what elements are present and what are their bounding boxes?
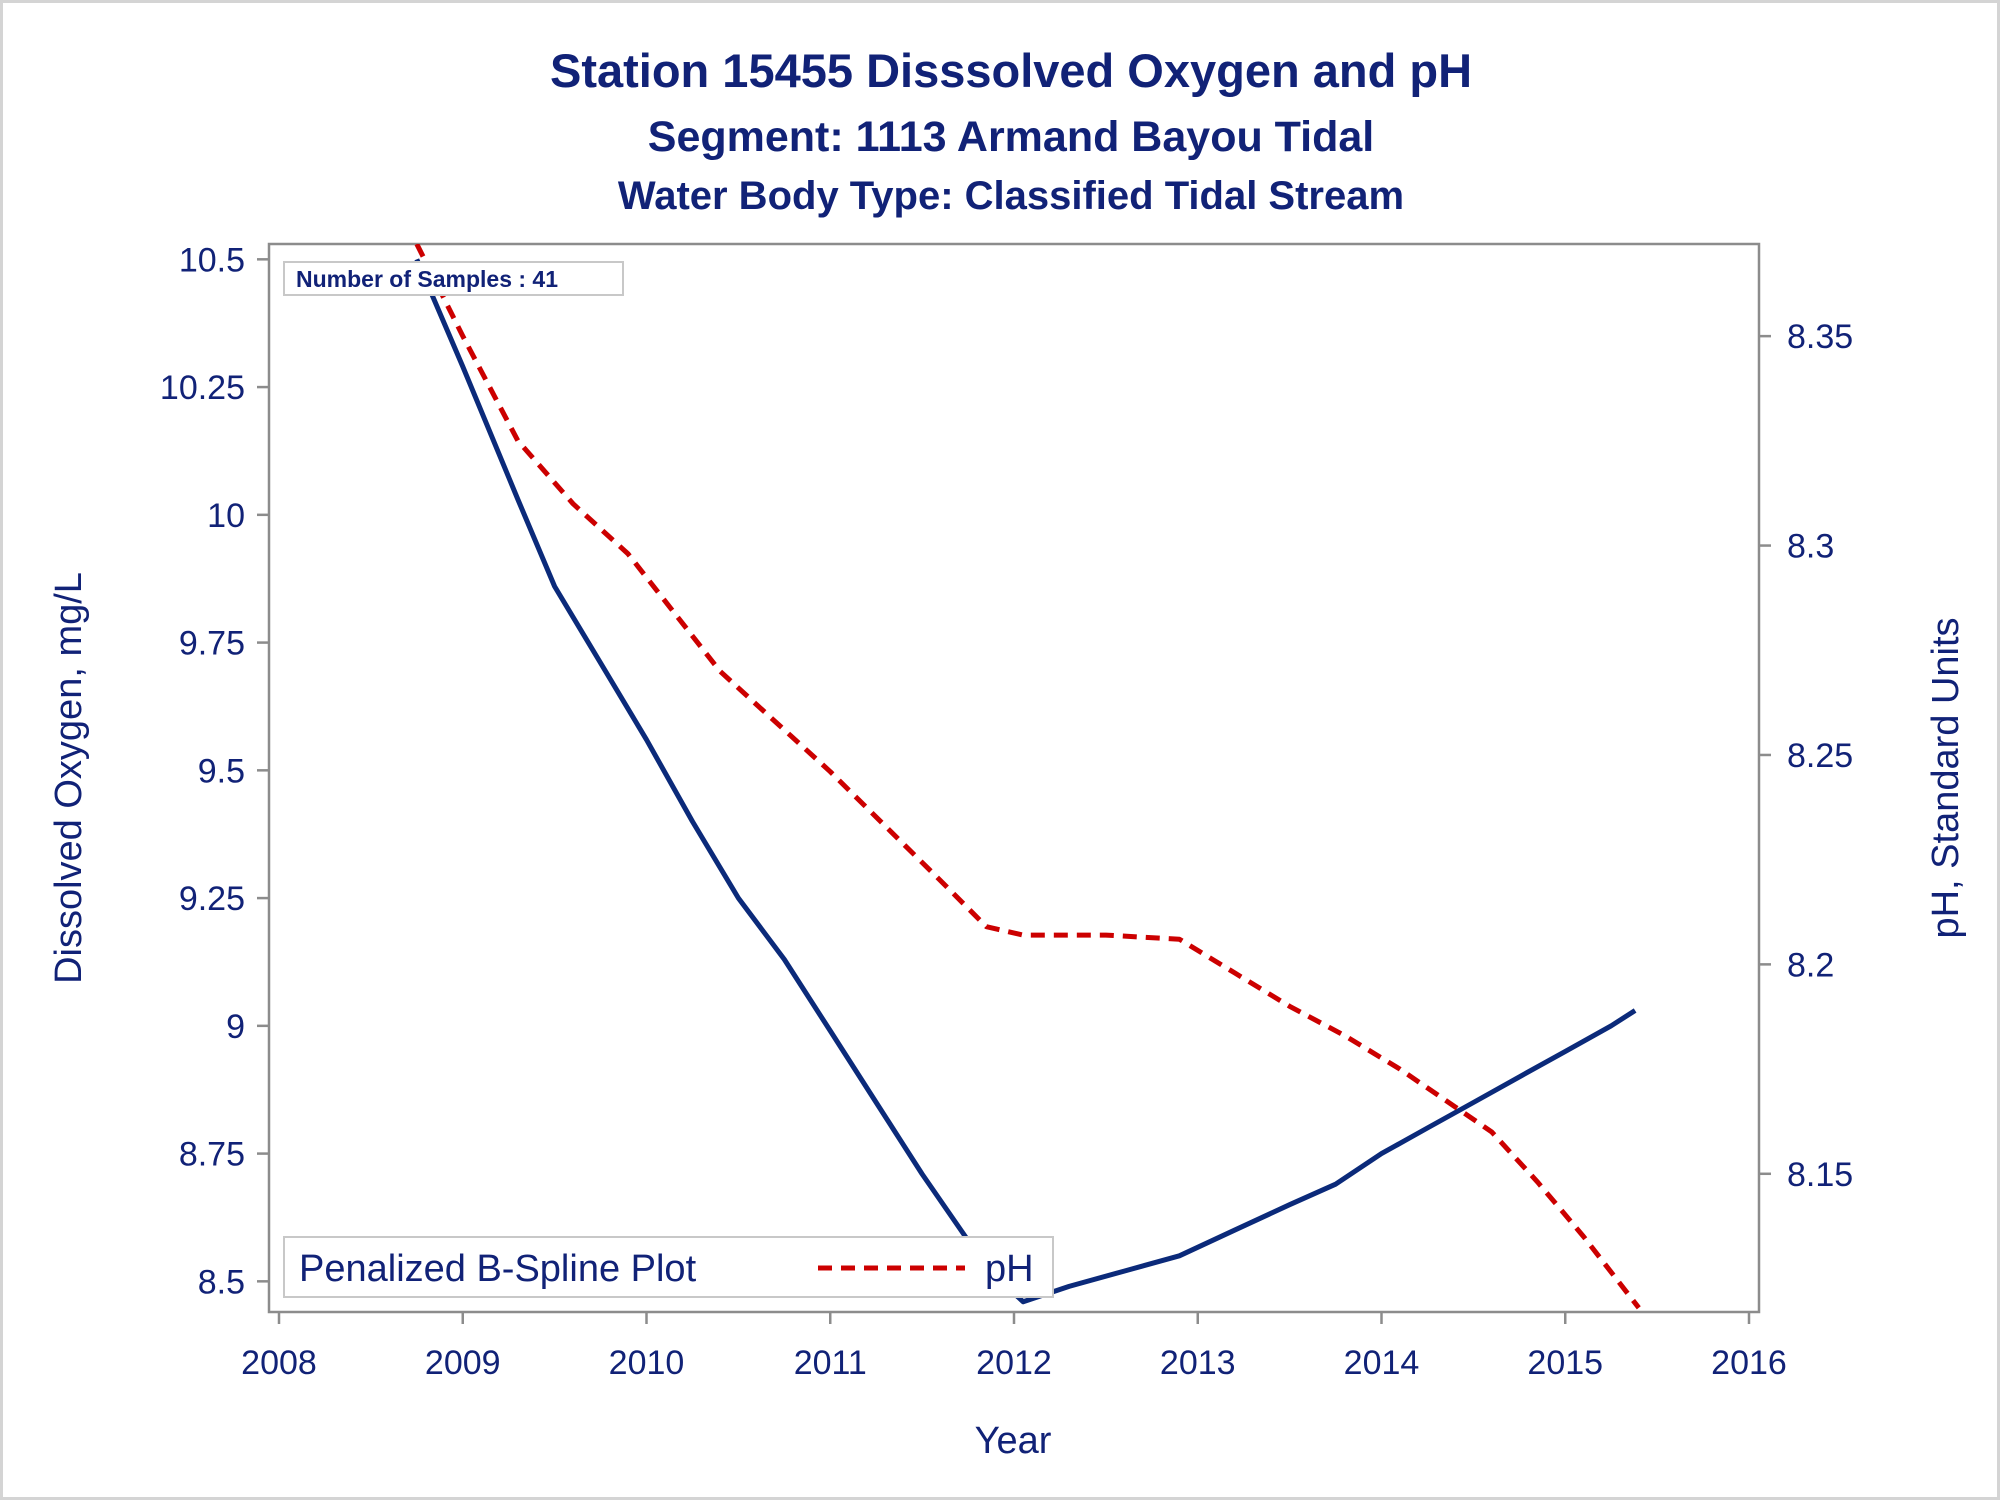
chart-canvas: Station 15455 Disssolved Oxygen and pH S… — [48, 44, 1967, 1462]
y-axis-right-label: pH, Standard Units — [1925, 617, 1967, 938]
x-tick-label: 2015 — [1527, 1344, 1603, 1382]
plot-area-border — [267, 242, 1761, 1314]
y-left-tick-label: 10 — [207, 497, 245, 535]
legend-title: Penalized B-Spline Plot — [299, 1248, 697, 1290]
series-layer — [414, 244, 1641, 1310]
sample-count-box — [283, 261, 624, 296]
y-axis-left: 10.5 10.25 10 9.75 9.5 9.25 9 8.75 8.5 — [160, 241, 269, 1301]
x-tick-label: 2011 — [794, 1344, 867, 1382]
dissolved-oxygen-series-line — [414, 258, 1637, 1305]
legend: Penalized B-Spline Plot pH — [283, 1236, 1054, 1298]
x-axis-label: Year — [975, 1420, 1052, 1462]
legend-box — [283, 1236, 1054, 1298]
x-tick-label: 2012 — [976, 1344, 1052, 1382]
y-right-tick-label: 8.2 — [1787, 946, 1834, 984]
y-left-tick-label: 9.5 — [198, 752, 245, 790]
y-left-tick-label: 9.75 — [179, 625, 245, 663]
legend-ph-label: pH — [985, 1248, 1034, 1290]
y-right-tick-label: 8.3 — [1787, 528, 1834, 566]
x-tick-label: 2014 — [1344, 1344, 1420, 1382]
x-axis: 2008 2009 2010 2011 2012 2013 2014 2015 2016 — [241, 1312, 1787, 1382]
y-left-tick-label: 8.5 — [198, 1263, 245, 1301]
x-tick-label: 2010 — [609, 1344, 685, 1382]
y-left-tick-label: 8.75 — [179, 1136, 245, 1174]
x-tick-label: 2016 — [1711, 1344, 1787, 1382]
y-right-tick-label: 8.15 — [1787, 1156, 1853, 1194]
sample-count-label: Number of Samples : 41 — [296, 266, 558, 292]
x-tick-label: 2013 — [1160, 1344, 1236, 1382]
y-axis-right: 8.35 8.3 8.25 8.2 8.15 — [1759, 318, 1853, 1194]
y-left-tick-label: 9.25 — [179, 880, 245, 918]
y-right-tick-label: 8.25 — [1787, 737, 1853, 775]
y-left-tick-label: 9 — [226, 1008, 245, 1046]
ph-series-line — [414, 244, 1641, 1310]
x-tick-label: 2009 — [425, 1344, 501, 1382]
chart-subtitle-water-body: Water Body Type: Classified Tidal Stream — [618, 174, 1404, 218]
chart-subtitle-segment: Segment: 1113 Armand Bayou Tidal — [648, 113, 1374, 161]
y-axis-left-label: Dissolved Oxygen, mg/L — [48, 572, 90, 984]
y-left-tick-label: 10.25 — [160, 369, 245, 407]
x-tick-label: 2008 — [241, 1344, 317, 1382]
y-right-tick-label: 8.35 — [1787, 318, 1853, 356]
y-left-tick-label: 10.5 — [179, 241, 245, 279]
chart-title: Station 15455 Disssolved Oxygen and pH — [550, 44, 1472, 97]
